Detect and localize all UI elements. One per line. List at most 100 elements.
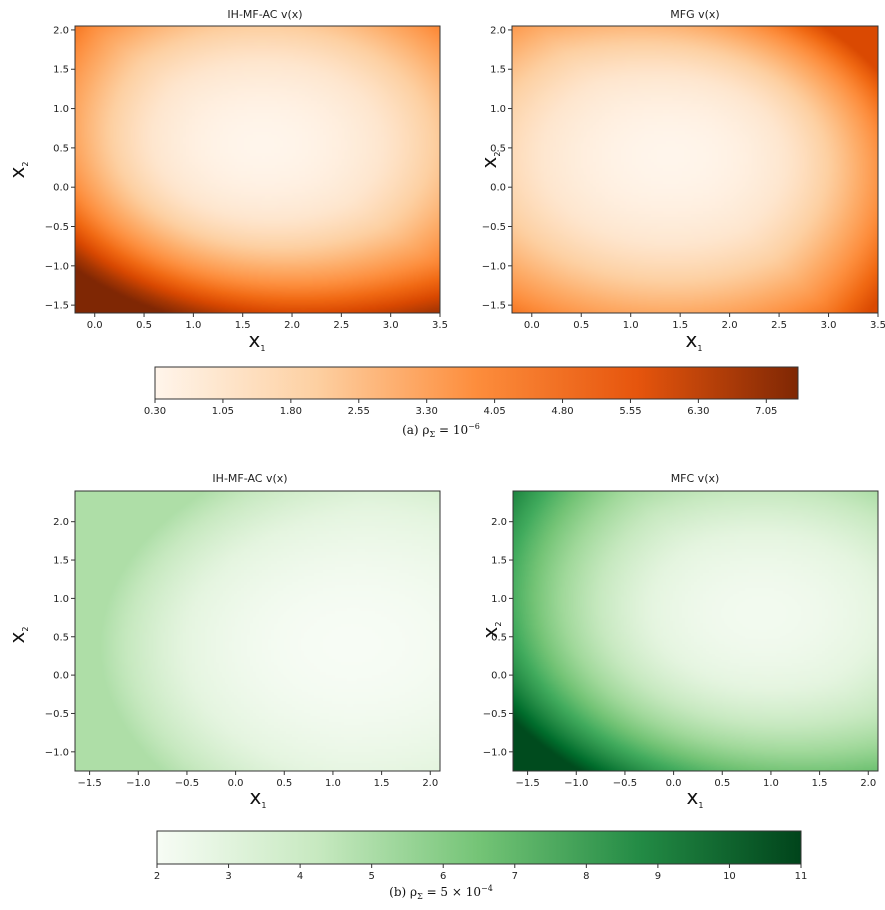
colorbar-tick-label: 9 xyxy=(655,871,661,882)
heatmap-panel-b-right: MFC v(x) −1.5 −1.0 −0.5 0.0 0.5 1.0 1.5 2.0 −1.0… xyxy=(478,472,879,810)
colorbar-tick-label: 5 xyxy=(368,871,374,882)
x-tick-label: −0.5 xyxy=(613,778,637,789)
x-tick-label: 1.5 xyxy=(374,778,390,789)
y-tick-label: 1.5 xyxy=(491,556,507,567)
x-tick-label: 3.0 xyxy=(383,320,399,331)
x-tick-label: 0.5 xyxy=(714,778,730,789)
colorbar-tick-label: 10 xyxy=(723,871,736,882)
colorbar-tick-label: 6.30 xyxy=(687,406,709,417)
tick-group: 0.0 0.5 1.0 1.5 2.0 2.5 3.0 3.5 −1.5 −1.0 −0.5 0.0 0… xyxy=(482,25,885,331)
y-axis-label: x2 xyxy=(5,627,30,644)
colorbar-tick-label: 7 xyxy=(512,871,518,882)
y-tick-label: 0.5 xyxy=(53,632,69,643)
colorbar-tick-label: 0.30 xyxy=(144,406,166,417)
heatmap-image xyxy=(512,26,878,313)
x-tick-label: 3.5 xyxy=(432,320,448,331)
y-tick-label: −1.0 xyxy=(483,747,507,758)
x-axis-label: x1 xyxy=(686,328,703,353)
y-tick-label: 2.0 xyxy=(53,517,69,528)
y-tick-label: 0.0 xyxy=(53,183,69,194)
colorbar-tick-label: 4.80 xyxy=(551,406,573,417)
y-tick-label: 0.0 xyxy=(491,671,507,682)
caption-b: (b) ρΣ = 5 × 10−4 xyxy=(389,884,493,901)
colorbar-greens: 2 3 4 5 6 7 8 9 10 11 xyxy=(154,830,808,882)
x-tick-label: 0.0 xyxy=(666,778,682,789)
y-tick-label: −0.5 xyxy=(45,222,69,233)
plot-frame xyxy=(74,25,441,314)
y-tick-label: 2.0 xyxy=(491,517,507,528)
colorbar-ticks: 0.30 1.05 1.80 2.55 3.30 4.05 4.80 5.55 6.30 7.05 xyxy=(144,399,777,417)
x-tick-label: 2.0 xyxy=(422,778,438,789)
y-tick-label: −0.5 xyxy=(483,709,507,720)
plot-frame xyxy=(74,490,441,772)
tick-group: −1.5 −1.0 −0.5 0.0 0.5 1.0 1.5 2.0 −1.0 −0.5 0.0 0.… xyxy=(45,517,439,789)
x-axis-label: x1 xyxy=(687,785,704,810)
y-tick-label: 0.0 xyxy=(490,183,506,194)
y-tick-label: 1.0 xyxy=(490,104,506,115)
colorbar-tick-label: 3.30 xyxy=(416,406,438,417)
x-tick-label: −1.0 xyxy=(126,778,150,789)
x-tick-label: −1.5 xyxy=(515,778,539,789)
x-tick-label: 2.0 xyxy=(860,778,876,789)
caption-a: (a) ρΣ = 10−6 xyxy=(402,422,480,439)
colorbar-tick-label: 8 xyxy=(583,871,589,882)
x-tick-label: 0.0 xyxy=(87,320,103,331)
x-tick-label: 0.5 xyxy=(276,778,292,789)
x-tick-label: 0.0 xyxy=(228,778,244,789)
colorbar-tick-label: 5.55 xyxy=(619,406,641,417)
x-tick-label: 2.0 xyxy=(722,320,738,331)
tick-group: 0.0 0.5 1.0 1.5 2.0 2.5 3.0 3.5 −1.5 −1.0 −0.5 0.0 0… xyxy=(45,25,448,331)
x-axis-label: x1 xyxy=(250,785,267,810)
y-tick-label: 1.0 xyxy=(491,594,507,605)
x-tick-label: 3.5 xyxy=(870,320,885,331)
colorbar-tick-label: 1.05 xyxy=(212,406,234,417)
y-tick-label: −0.5 xyxy=(482,222,506,233)
y-tick-label: 1.0 xyxy=(53,594,69,605)
colorbar-tick-label: 4 xyxy=(297,871,303,882)
panel-title: IH-MF-AC v(x) xyxy=(227,8,302,21)
panel-title: IH-MF-AC v(x) xyxy=(212,472,287,485)
heatmap-panel-a-right: MFG v(x) 0.0 0.5 1.0 1.5 2.0 2.5 3.0 3.5 −1.5 −1.… xyxy=(477,8,885,353)
panel-title: MFG v(x) xyxy=(670,8,719,21)
x-tick-label: −1.5 xyxy=(77,778,101,789)
y-tick-label: 2.0 xyxy=(53,25,69,36)
tick-group: −1.5 −1.0 −0.5 0.0 0.5 1.0 1.5 2.0 −1.0 −0.5 0.0 0.… xyxy=(483,517,877,789)
y-tick-label: −1.0 xyxy=(45,261,69,272)
plot-frame xyxy=(511,25,879,314)
colorbar-tick-label: 1.80 xyxy=(280,406,302,417)
colorbar-tick-label: 2.55 xyxy=(348,406,370,417)
x-tick-label: 0.0 xyxy=(524,320,540,331)
y-tick-label: −1.5 xyxy=(45,301,69,312)
x-tick-label: 1.0 xyxy=(185,320,201,331)
y-tick-label: 1.5 xyxy=(490,65,506,76)
x-tick-label: −1.0 xyxy=(564,778,588,789)
colorbar-ticks: 2 3 4 5 6 7 8 9 10 11 xyxy=(154,864,808,882)
y-tick-label: 1.0 xyxy=(53,104,69,115)
y-tick-label: 2.0 xyxy=(490,25,506,36)
y-axis-label: x2 xyxy=(5,162,30,179)
heatmap-image xyxy=(513,491,878,771)
x-tick-label: 2.0 xyxy=(284,320,300,331)
heatmap-panel-b-left: IH-MF-AC v(x) −1.5 −1.0 −0.5 0.0 0.5 1.0 1.5 2.… xyxy=(5,472,441,810)
x-tick-label: −0.5 xyxy=(175,778,199,789)
x-tick-label: 1.5 xyxy=(812,778,828,789)
y-tick-label: 0.5 xyxy=(490,143,506,154)
heatmap-image xyxy=(75,491,440,771)
colorbar-tick-label: 3 xyxy=(225,871,231,882)
x-tick-label: 1.5 xyxy=(235,320,251,331)
x-tick-label: 1.0 xyxy=(623,320,639,331)
heatmap-panel-a-left: IH-MF-AC v(x) 0.0 0.5 1.0 1.5 2.0 2.5 3.0 3.5 −1… xyxy=(5,8,448,353)
colorbar-tick-label: 2 xyxy=(154,871,160,882)
y-axis-label: x2 xyxy=(478,622,503,639)
colorbar-oranges: 0.30 1.05 1.80 2.55 3.30 4.05 4.80 5.55 6.30 7.05 xyxy=(144,366,799,417)
y-tick-label: 1.5 xyxy=(53,65,69,76)
y-tick-label: 0.0 xyxy=(53,671,69,682)
y-tick-label: −1.5 xyxy=(482,301,506,312)
colorbar-gradient xyxy=(156,830,802,865)
colorbar-tick-label: 11 xyxy=(795,871,808,882)
x-tick-label: 3.0 xyxy=(821,320,837,331)
x-tick-label: 0.5 xyxy=(136,320,152,331)
colorbar-tick-label: 7.05 xyxy=(755,406,777,417)
panel-title: MFC v(x) xyxy=(671,472,720,485)
